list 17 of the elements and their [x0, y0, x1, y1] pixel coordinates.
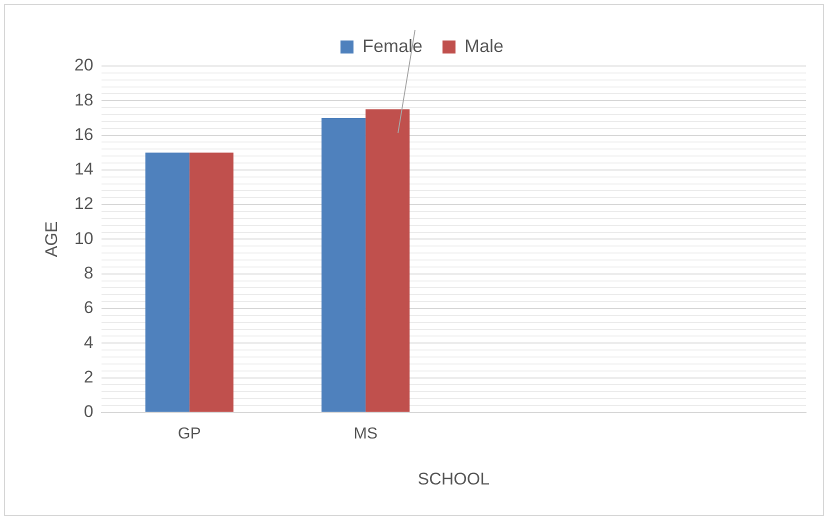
legend-label: Female [362, 36, 423, 56]
y-tick-label: 10 [74, 228, 94, 248]
y-tick-label: 2 [84, 367, 94, 386]
y-tick-label: 6 [84, 298, 94, 318]
x-axis-title: SCHOOL [418, 469, 490, 488]
y-tick-label: 14 [74, 160, 94, 179]
x-tick-label: GP [178, 425, 201, 442]
y-tick-label: 16 [74, 124, 94, 144]
y-tick-label: 12 [74, 194, 94, 214]
legend-label: Male [464, 36, 504, 56]
y-tick-label: 18 [74, 90, 94, 110]
x-tick-label: MS [354, 425, 378, 442]
y-tick-label: 20 [74, 56, 94, 75]
y-tick-label: 4 [84, 332, 94, 352]
y-tick-label: 0 [84, 402, 94, 422]
y-axis-title: AGE [42, 221, 61, 258]
y-tick-label: 8 [84, 264, 94, 283]
